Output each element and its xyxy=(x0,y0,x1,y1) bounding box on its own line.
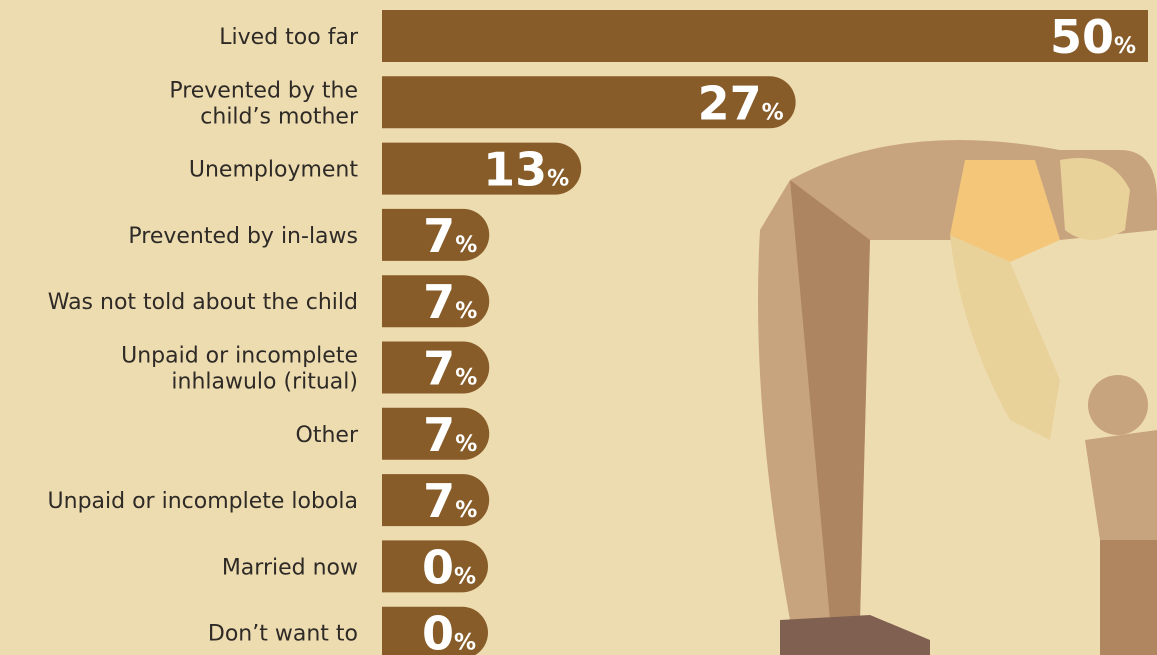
value-label: 7% xyxy=(423,209,477,263)
category-label: Unpaid or incomplete inhlawulo (ritual) xyxy=(121,344,358,395)
illustration xyxy=(758,140,1157,655)
bar xyxy=(382,606,488,655)
category-label: Other xyxy=(296,423,359,448)
value-label: 27% xyxy=(698,76,784,130)
bar xyxy=(382,142,582,195)
category-label: Lived too far xyxy=(219,25,359,50)
category-label: Was not told about the child xyxy=(48,290,358,315)
value-label: 50% xyxy=(1050,10,1136,64)
category-label: Prevented by in-laws xyxy=(128,224,358,249)
value-label: 7% xyxy=(423,474,477,528)
bar xyxy=(382,407,490,460)
category-label: Prevented by the child’s mother xyxy=(169,78,359,129)
value-label: 0% xyxy=(422,540,476,594)
bar xyxy=(382,474,490,527)
value-label: 7% xyxy=(423,342,477,396)
bar xyxy=(382,208,490,261)
bar xyxy=(382,76,796,129)
category-label: Unemployment xyxy=(189,158,358,183)
bar xyxy=(382,275,490,328)
bar xyxy=(382,10,1148,62)
value-label: 7% xyxy=(423,408,477,462)
value-label: 13% xyxy=(483,143,569,197)
category-label: Married now xyxy=(222,555,358,580)
value-label: 0% xyxy=(422,607,476,655)
category-label: Unpaid or incomplete lobola xyxy=(48,489,358,514)
category-label: Don’t want to xyxy=(208,622,358,647)
value-label: 7% xyxy=(423,275,477,329)
bar xyxy=(382,540,489,593)
bar xyxy=(382,341,490,394)
